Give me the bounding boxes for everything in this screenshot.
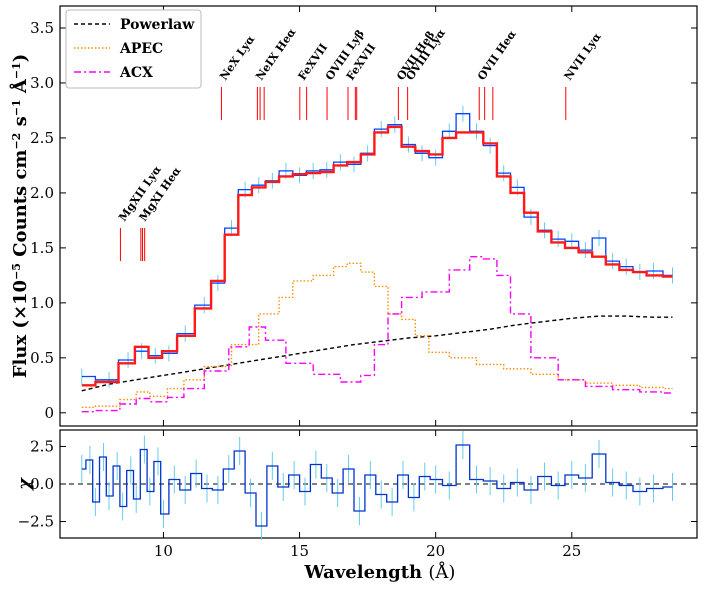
x-axis-label-unit: (Å) <box>428 561 455 583</box>
spectrum-y-tick-label: 2.5 <box>30 129 54 147</box>
legend-label: ACX <box>119 65 153 81</box>
spectrum-y-tick-label: 1.5 <box>30 239 54 257</box>
x-tick-label: 25 <box>562 542 581 560</box>
residual-panel: 10 15 20 25 −2.5 0.0 2.5 χ Wavelength (Å) <box>14 429 698 583</box>
x-tick-label: 20 <box>426 542 445 560</box>
x-tick-label: 10 <box>154 542 173 560</box>
residual-y-tick-label: 2.5 <box>30 438 54 456</box>
legend-box <box>65 9 202 89</box>
residual-ticks: 10 15 20 25 −2.5 0.0 2.5 <box>18 430 697 560</box>
legend-label: Powerlaw <box>120 17 195 33</box>
series-residuals <box>81 444 673 527</box>
series-apec <box>81 262 673 408</box>
series-acx <box>81 256 673 413</box>
legend: Powerlaw APEC ACX <box>65 9 202 89</box>
spectrum-y-tick-label: 3.0 <box>30 74 54 92</box>
spectrum-y-axis-label: Flux (×10−5 Counts cm−2 s−1 Å−1) <box>8 54 31 379</box>
emission-line-label: NVII Lyα <box>562 30 604 83</box>
emission-line-label: NeX Lyα <box>217 33 258 83</box>
residual-y-axis-label: χ <box>14 477 35 492</box>
spectrum-series <box>81 105 673 413</box>
residual-y-tick-label: −2.5 <box>18 513 54 531</box>
spectrum-y-tick-label: 0 <box>44 404 54 422</box>
spectrum-y-tick-label: 3.5 <box>30 19 54 37</box>
x-tick-label: 15 <box>290 542 309 560</box>
spectrum-frame <box>59 5 698 427</box>
spectrum-y-tick-label: 0.5 <box>30 349 54 367</box>
series-powerlaw <box>81 315 673 392</box>
spectrum-y-tick-label: 2.0 <box>30 184 54 202</box>
spectrum-ticks: 0 0.5 1.0 1.5 2.0 2.5 3.0 3.5 <box>30 6 697 426</box>
emission-line-label: NeIX Heα <box>253 25 299 82</box>
residual-series <box>60 431 697 540</box>
series-data <box>81 113 673 381</box>
emission-line-label: OVII Heα <box>475 27 519 82</box>
legend-label: APEC <box>119 41 163 57</box>
series-model <box>81 125 673 387</box>
x-axis-label-main: Wavelength <box>304 562 423 583</box>
spectrum-y-tick-label: 1.0 <box>30 294 54 312</box>
x-axis-label: Wavelength (Å) <box>304 561 456 583</box>
residual-y-tick-label: 0.0 <box>30 475 54 493</box>
